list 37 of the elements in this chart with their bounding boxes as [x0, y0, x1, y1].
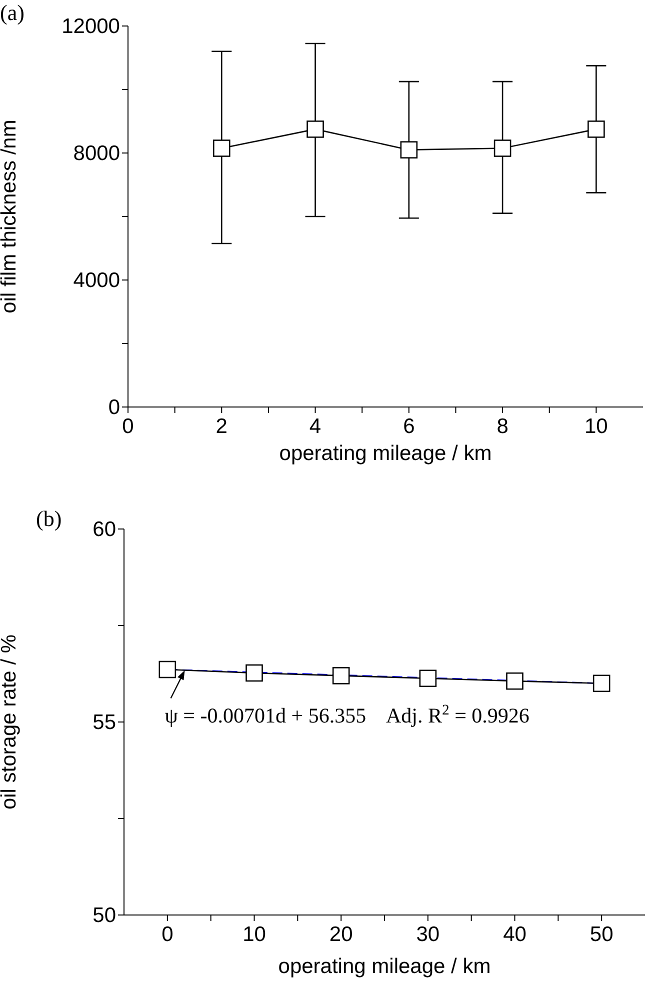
- x-tick-label: 10: [242, 923, 266, 946]
- y-tick-label: 4000: [73, 269, 120, 292]
- point: [246, 664, 263, 682]
- x-tick-label: 10: [584, 415, 608, 438]
- y-tick-label: 60: [92, 518, 116, 541]
- point: [306, 120, 324, 138]
- x-axis-title: operating mileage / km: [279, 442, 492, 465]
- y-tick-label: 0: [108, 396, 120, 419]
- x-tick-label: 4: [309, 415, 322, 438]
- x-tick-label: 0: [122, 415, 134, 438]
- x-tick-label: 20: [329, 923, 353, 946]
- x-axis-title: operating mileage / km: [278, 955, 491, 978]
- point: [212, 140, 230, 157]
- x-tick-label: 0: [162, 923, 174, 946]
- point: [494, 140, 512, 157]
- x-tick-label: 6: [403, 415, 415, 438]
- y-tick-label: 8000: [73, 142, 120, 165]
- text: (a): [0, 0, 24, 26]
- x-tick-label: 40: [503, 923, 526, 946]
- x-tick-label: 8: [496, 415, 508, 438]
- point: [332, 667, 350, 684]
- point: [588, 120, 605, 138]
- point: [419, 670, 437, 688]
- text: (b): [36, 506, 62, 532]
- y-tick-label: 12000: [62, 15, 120, 38]
- y-axis-title: oil storage rate / %: [0, 634, 20, 810]
- y-axis-title: oil film thickness /nm: [0, 120, 20, 314]
- y-tick-label: 55: [92, 711, 116, 734]
- point: [506, 672, 524, 690]
- point: [400, 141, 418, 158]
- x-tick-label: 30: [416, 923, 440, 946]
- point: [592, 674, 610, 692]
- point: [158, 660, 176, 678]
- x-tick-label: 50: [590, 923, 614, 946]
- x-tick-label: 2: [216, 415, 228, 438]
- y-tick-label: 50: [92, 904, 116, 927]
- annotation: ψ = -0.00701d + 56.355 Adj. R$^{2}$ = 0.9926: [164, 702, 530, 728]
